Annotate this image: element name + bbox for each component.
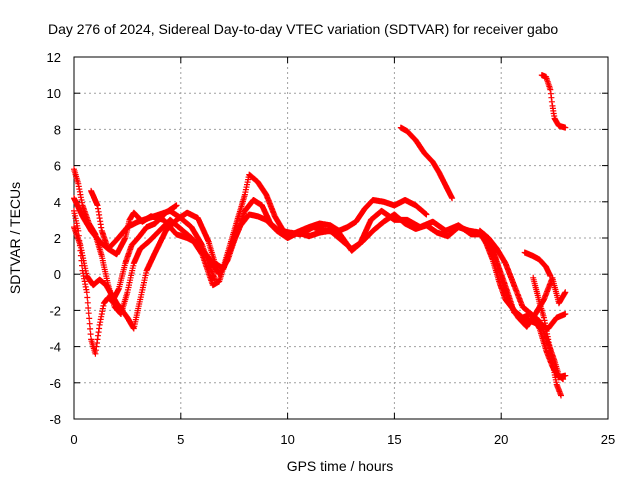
y-tick-label: 10 (47, 86, 61, 101)
y-tick-label: -4 (49, 340, 61, 355)
x-tick-label: 5 (177, 432, 184, 447)
series-marks (521, 249, 554, 279)
y-tick-label: 4 (54, 195, 61, 210)
series-marks (538, 72, 569, 131)
y-tick-label: 6 (54, 159, 61, 174)
y-axis-label: SDTVAR / TECUs (7, 182, 23, 294)
series-marks (88, 187, 569, 330)
series-4 (71, 202, 180, 357)
series-10 (530, 274, 564, 399)
series-marks (397, 124, 456, 202)
x-axis-label: GPS time / hours (287, 458, 394, 474)
data-points (71, 72, 569, 399)
series-6 (397, 124, 456, 202)
y-tick-label: -2 (49, 303, 61, 318)
axis-ticks: 0 5 10 15 20 25 -8 -6 -4 -2 0 2 4 6 8 10 12 (47, 50, 616, 447)
x-tick-label: 0 (70, 432, 77, 447)
x-tick-label: 25 (601, 432, 615, 447)
y-tick-label: -6 (49, 376, 61, 391)
series-5 (88, 187, 569, 330)
series-9 (521, 249, 554, 279)
y-tick-label: 0 (54, 267, 61, 282)
x-tick-label: 10 (280, 432, 294, 447)
y-tick-label: 8 (54, 122, 61, 137)
y-tick-label: 2 (54, 231, 61, 246)
series-11 (538, 72, 569, 131)
y-tick-label: 12 (47, 50, 61, 65)
chart-title: Day 276 of 2024, Sidereal Day-to-day VTE… (48, 21, 558, 37)
x-tick-label: 20 (494, 432, 508, 447)
x-tick-label: 15 (387, 432, 401, 447)
y-tick-label: -8 (49, 412, 61, 427)
series-marks (71, 202, 180, 357)
grid (74, 57, 608, 419)
series-marks (530, 274, 564, 399)
